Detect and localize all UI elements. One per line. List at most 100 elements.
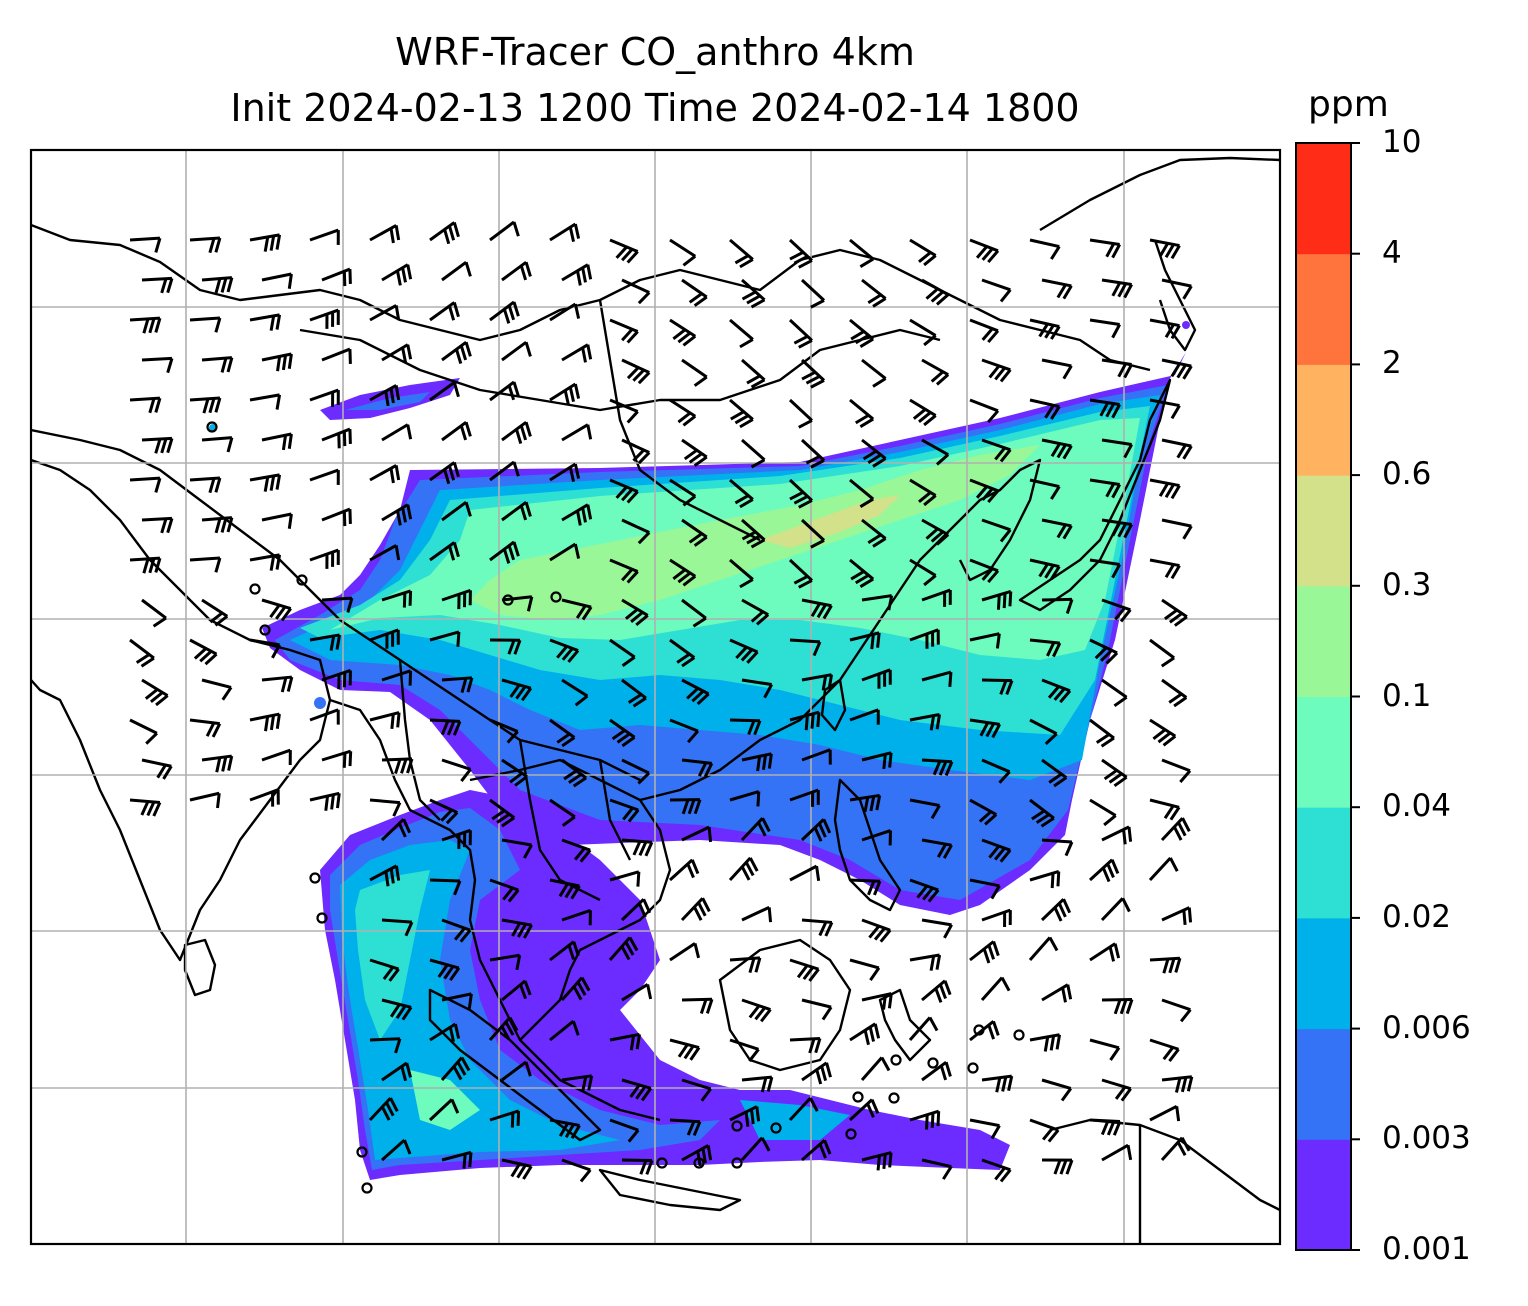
wind-barb (189, 791, 221, 809)
wind-barb (321, 267, 352, 287)
wind-barb (1089, 318, 1121, 339)
wind-barb (729, 956, 762, 974)
wind-barb (549, 798, 576, 827)
wind-barb (1101, 278, 1133, 299)
wind-barb (369, 304, 401, 322)
wind-barb (369, 711, 401, 730)
wind-barb (609, 558, 639, 584)
wind-barb (621, 518, 651, 545)
station-marker (852, 1091, 864, 1103)
wind-barb (801, 1061, 832, 1085)
wind-barb (440, 1056, 471, 1081)
wind-barb (441, 676, 474, 693)
wind-barb (380, 818, 412, 842)
wind-barb (741, 278, 766, 309)
wind-barb (1161, 358, 1193, 380)
wind-barb (861, 518, 887, 548)
wind-barb (189, 556, 222, 573)
wind-barb (741, 1075, 774, 1093)
station-marker (656, 1157, 668, 1169)
wind-barb (261, 598, 292, 622)
wind-barb (1101, 358, 1133, 379)
wind-barb (981, 278, 1012, 303)
wind-barb (561, 503, 593, 526)
wind-barb (1149, 956, 1182, 974)
wind-barb (669, 1118, 702, 1136)
wind-barb (501, 918, 533, 939)
wind-barb (1149, 558, 1181, 580)
wind-barb (741, 598, 770, 626)
chart-title: WRF-Tracer CO_anthro 4km (395, 30, 915, 74)
wind-barb (1089, 238, 1121, 259)
wind-barb (981, 590, 1013, 610)
wind-barb (369, 464, 401, 484)
wind-barb (368, 1097, 399, 1122)
wind-barb (621, 1158, 654, 1175)
wind-barb (800, 818, 832, 842)
wind-barb (560, 976, 591, 1001)
wind-barb (141, 598, 167, 628)
wind-barb (981, 1074, 1014, 1093)
station-marker (845, 1128, 857, 1140)
colorbar-segment (1296, 917, 1351, 1030)
wind-barb (800, 278, 826, 309)
wind-barb (921, 758, 954, 777)
coastline-sumatra (428, 988, 602, 1142)
wind-barb (1089, 398, 1121, 419)
wind-barb (129, 316, 162, 334)
wind-barb (1100, 897, 1131, 922)
wind-barb (729, 790, 761, 807)
wind-barb (369, 1037, 402, 1054)
wind-barb (549, 542, 581, 562)
gridlines (31, 150, 1280, 1244)
wind-barb (1101, 1078, 1132, 1102)
wind-barb (141, 516, 174, 534)
wind-barb (249, 712, 281, 732)
wind-barb (1089, 798, 1117, 827)
wind-barb (981, 758, 1011, 784)
wind-barb (669, 638, 696, 668)
wind-barb (729, 638, 759, 664)
station-marker (927, 1057, 939, 1069)
wind-barb (321, 347, 352, 364)
wind-barb (789, 638, 822, 657)
wind-barb (561, 678, 589, 707)
wind-barb (980, 976, 1011, 1001)
wind-barb (1041, 1158, 1074, 1175)
wind-barb (849, 708, 880, 725)
border-misc-3 (598, 759, 632, 861)
border-china-west (31, 428, 431, 681)
wind-barb (981, 838, 1012, 863)
wind-barb (441, 340, 472, 364)
wind-barb (1101, 598, 1132, 623)
wind-barb (1029, 398, 1061, 420)
wind-barb (1149, 1105, 1181, 1122)
wind-barb (621, 678, 647, 708)
wind-barb (621, 358, 651, 385)
wind-barb (861, 829, 892, 846)
wind-barb (849, 958, 881, 981)
wind-barb (609, 1032, 641, 1051)
wind-barb (1101, 438, 1133, 459)
wind-barb (561, 423, 593, 442)
wind-barb (309, 388, 340, 407)
wind-barb (1041, 597, 1074, 614)
wind-barb (201, 276, 234, 294)
colorbar (1296, 142, 1360, 1251)
wind-barb (740, 1136, 771, 1162)
station-marker (967, 1062, 979, 1074)
wind-barb (309, 308, 340, 329)
coastline-borneo (718, 938, 852, 1072)
wind-barb (1029, 798, 1055, 828)
colorbar-segment (1296, 143, 1351, 255)
wind-barb (1161, 758, 1192, 784)
wind-barb (849, 1022, 881, 1046)
colorbar-tick-label: 10 (1382, 124, 1422, 160)
wind-barb (921, 438, 950, 466)
wind-barb (969, 1118, 1001, 1140)
wind-barb (969, 632, 1001, 649)
wind-barb (249, 313, 282, 331)
wind-barb (381, 918, 414, 937)
wind-barb (801, 598, 833, 620)
wind-barb (1149, 238, 1181, 260)
